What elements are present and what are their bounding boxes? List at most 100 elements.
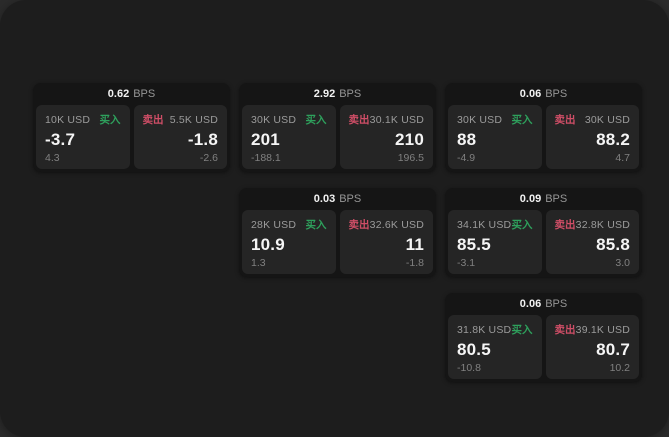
sell-size-label: 32.6K USD [369,219,424,231]
buy-size-label: 10K USD [45,114,91,126]
buy-size-label: 30K USD [251,114,297,126]
bps-unit-label: BPS [545,298,568,310]
sell-change-value: 3.0 [615,257,630,269]
sell-tag: 卖出 [348,219,370,231]
buy-price-value: -3.7 [45,130,76,149]
bps-unit-label: BPS [545,193,568,205]
sell-panel-top: 卖出 5.5K USD [143,112,219,127]
buy-price-value: 10.9 [251,235,285,254]
buy-panel-top: 10K USD 买入 [45,112,121,127]
buy-panel-top: 34.1K USD 买入 [457,217,533,232]
buy-price-value: 85.5 [457,235,491,254]
bps-value: 0.06 [519,88,542,100]
buy-quote-panel[interactable]: 31.8K USD 买入 80.5 -10.8 [448,315,542,379]
bps-header: 0.06 BPS [445,83,642,105]
buy-tag: 买入 [305,219,327,231]
quote-card: 0.03 BPS 28K USD 买入 10.9 1.3 卖出 32.6K US… [239,188,436,277]
quote-card-body: 28K USD 买入 10.9 1.3 卖出 32.6K USD 11 -1.8 [239,210,436,277]
quote-card-body: 30K USD 买入 88 -4.9 卖出 30K USD 88.2 4.7 [445,105,642,172]
sell-size-label: 39.1K USD [575,324,630,336]
quote-card-grid: 0.62 BPS 10K USD 买入 -3.7 4.3 卖出 5.5K USD… [33,83,642,382]
sell-price-value: -1.8 [187,130,218,149]
sell-price-value: 80.7 [596,340,630,359]
buy-change-value: 4.3 [45,152,60,164]
sell-price-value: 88.2 [596,130,630,149]
sell-tag: 卖出 [554,114,576,126]
bps-header: 0.09 BPS [445,188,642,210]
buy-quote-panel[interactable]: 30K USD 买入 88 -4.9 [448,105,542,169]
sell-change-value: -2.6 [199,152,218,164]
sell-size-label: 32.8K USD [575,219,630,231]
buy-quote-panel[interactable]: 28K USD 买入 10.9 1.3 [242,210,336,274]
quote-card: 0.62 BPS 10K USD 买入 -3.7 4.3 卖出 5.5K USD… [33,83,230,172]
buy-panel-top: 31.8K USD 买入 [457,322,533,337]
buy-change-value: -10.8 [457,362,481,374]
quote-card: 0.06 BPS 30K USD 买入 88 -4.9 卖出 30K USD 8… [445,83,642,172]
sell-change-value: 196.5 [397,152,424,164]
sell-change-value: -1.8 [405,257,424,269]
sell-change-value: 10.2 [609,362,630,374]
bps-value: 0.03 [313,193,336,205]
sell-price-value: 11 [405,235,424,254]
buy-change-value: -188.1 [251,152,281,164]
buy-quote-panel[interactable]: 10K USD 买入 -3.7 4.3 [36,105,130,169]
sell-tag: 卖出 [142,114,164,126]
buy-tag: 买入 [511,219,533,231]
buy-size-label: 28K USD [251,219,297,231]
sell-panel-top: 卖出 32.8K USD [555,217,631,232]
bps-unit-label: BPS [339,193,362,205]
buy-price-value: 88 [457,130,477,149]
sell-quote-panel[interactable]: 卖出 32.6K USD 11 -1.8 [339,210,433,274]
sell-price-value: 85.8 [596,235,630,254]
sell-quote-panel[interactable]: 卖出 32.8K USD 85.8 3.0 [545,210,639,274]
bps-header: 2.92 BPS [239,83,436,105]
quote-card: 0.09 BPS 34.1K USD 买入 85.5 -3.1 卖出 32.8K… [445,188,642,277]
buy-tag: 买入 [511,114,533,126]
buy-price-value: 201 [251,130,280,149]
quote-card-body: 30K USD 买入 201 -188.1 卖出 30.1K USD 210 1… [239,105,436,172]
sell-panel-top: 卖出 32.6K USD [349,217,425,232]
sell-quote-panel[interactable]: 卖出 30.1K USD 210 196.5 [339,105,433,169]
quote-card-body: 31.8K USD 买入 80.5 -10.8 卖出 39.1K USD 80.… [445,315,642,382]
sell-tag: 卖出 [554,219,576,231]
buy-quote-panel[interactable]: 30K USD 买入 201 -188.1 [242,105,336,169]
bps-value: 0.62 [107,88,130,100]
buy-quote-panel[interactable]: 34.1K USD 买入 85.5 -3.1 [448,210,542,274]
sell-price-value: 210 [395,130,424,149]
buy-size-label: 31.8K USD [457,324,512,336]
sell-quote-panel[interactable]: 卖出 5.5K USD -1.8 -2.6 [133,105,227,169]
buy-panel-top: 30K USD 买入 [251,112,327,127]
sell-quote-panel[interactable]: 卖出 30K USD 88.2 4.7 [545,105,639,169]
sell-size-label: 30.1K USD [369,114,424,126]
bps-header: 0.06 BPS [445,293,642,315]
buy-panel-top: 28K USD 买入 [251,217,327,232]
sell-tag: 卖出 [554,324,576,336]
bps-value: 0.06 [519,298,542,310]
buy-tag: 买入 [99,114,121,126]
sell-size-label: 5.5K USD [169,114,218,126]
quote-card: 0.06 BPS 31.8K USD 买入 80.5 -10.8 卖出 39.1… [445,293,642,382]
buy-change-value: 1.3 [251,257,266,269]
buy-panel-top: 30K USD 买入 [457,112,533,127]
bps-value: 0.09 [519,193,542,205]
buy-size-label: 30K USD [457,114,503,126]
sell-tag: 卖出 [348,114,370,126]
buy-tag: 买入 [511,324,533,336]
bps-header: 0.62 BPS [33,83,230,105]
quote-card: 2.92 BPS 30K USD 买入 201 -188.1 卖出 30.1K … [239,83,436,172]
bps-header: 0.03 BPS [239,188,436,210]
sell-quote-panel[interactable]: 卖出 39.1K USD 80.7 10.2 [545,315,639,379]
buy-size-label: 34.1K USD [457,219,512,231]
sell-panel-top: 卖出 39.1K USD [555,322,631,337]
bps-unit-label: BPS [133,88,156,100]
quote-card-body: 10K USD 买入 -3.7 4.3 卖出 5.5K USD -1.8 -2.… [33,105,230,172]
buy-change-value: -4.9 [457,152,476,164]
buy-change-value: -3.1 [457,257,476,269]
bps-unit-label: BPS [545,88,568,100]
sell-size-label: 30K USD [584,114,630,126]
quote-card-body: 34.1K USD 买入 85.5 -3.1 卖出 32.8K USD 85.8… [445,210,642,277]
buy-price-value: 80.5 [457,340,491,359]
bps-value: 2.92 [313,88,336,100]
buy-tag: 买入 [305,114,327,126]
